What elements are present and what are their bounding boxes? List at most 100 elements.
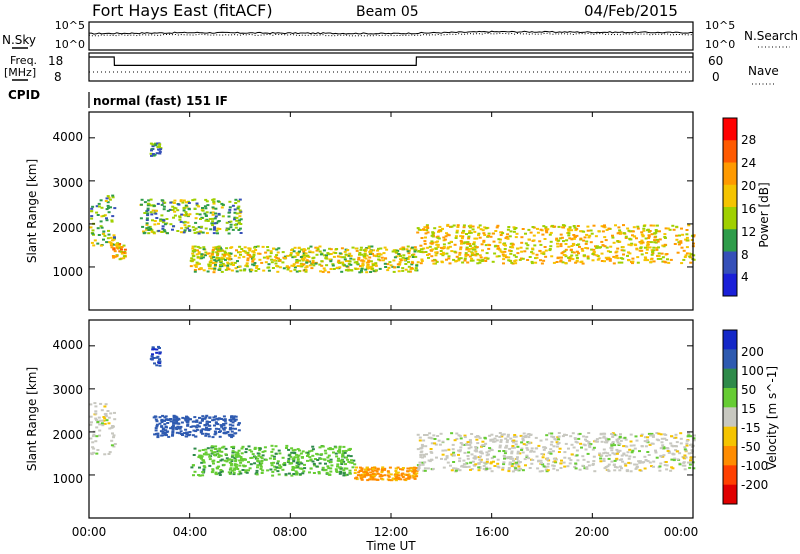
scatter-point <box>665 253 669 255</box>
scatter-point <box>308 471 311 474</box>
scatter-point <box>503 452 507 455</box>
scatter-point <box>614 224 617 227</box>
scatter-point <box>552 464 556 467</box>
scatter-point <box>636 261 640 264</box>
scatter-point <box>587 441 591 444</box>
scatter-point <box>468 245 472 247</box>
scatter-point <box>233 432 237 435</box>
scatter-point <box>308 264 312 267</box>
scatter-point <box>199 231 203 234</box>
scatter-point <box>594 439 598 442</box>
scatter-point <box>196 249 199 252</box>
scatter-point <box>191 245 195 248</box>
scatter-point <box>687 452 691 455</box>
scatter-point <box>234 418 238 421</box>
scatter-point <box>214 472 218 475</box>
scatter-point <box>248 467 252 470</box>
scatter-point <box>192 474 195 477</box>
scatter-point <box>143 201 147 204</box>
scatter-point <box>678 452 682 455</box>
scatter-point <box>500 435 504 438</box>
scatter-point <box>417 467 421 470</box>
x-tick-1600: 16:00 <box>475 525 510 539</box>
velocity-colorbar-frame <box>722 329 738 505</box>
scatter-point <box>107 229 110 232</box>
scatter-point <box>654 449 657 452</box>
scatter-point <box>343 451 347 454</box>
scatter-point <box>149 152 153 155</box>
scatter-point <box>231 451 235 454</box>
scatter-point <box>311 445 315 448</box>
scatter-point <box>524 435 528 437</box>
scatter-point <box>159 148 163 151</box>
scatter-point <box>110 426 114 429</box>
scatter-point <box>503 457 506 460</box>
scatter-point <box>351 466 355 469</box>
scatter-point <box>302 248 306 251</box>
scatter-point <box>143 212 147 214</box>
scatter-point <box>598 452 602 455</box>
scatter-point <box>611 236 615 239</box>
scatter-point <box>332 255 336 258</box>
scatter-point <box>397 474 401 477</box>
scatter-point <box>265 255 269 258</box>
scatter-point <box>618 240 622 243</box>
scatter-point <box>521 228 525 230</box>
scatter-point <box>298 449 301 452</box>
scatter-point <box>141 225 145 228</box>
scatter-point <box>231 228 235 231</box>
scatter-point <box>235 466 239 469</box>
scatter-point <box>160 231 164 233</box>
scatter-point <box>466 253 470 256</box>
scatter-point <box>238 251 242 254</box>
scatter-point <box>572 237 576 240</box>
scatter-point <box>277 449 281 452</box>
scatter-point <box>459 248 463 251</box>
scatter-point <box>244 458 247 461</box>
scatter-point <box>613 444 617 447</box>
scatter-point <box>526 244 530 247</box>
scatter-point <box>527 228 531 231</box>
scatter-point <box>309 467 313 470</box>
scatter-point <box>100 215 104 218</box>
scatter-point <box>458 253 462 256</box>
scatter-point <box>349 257 353 260</box>
scatter-point <box>283 462 287 464</box>
scatter-point <box>348 447 352 450</box>
scatter-point <box>544 447 548 449</box>
scatter-point <box>677 241 681 244</box>
scatter-point <box>355 466 358 469</box>
scatter-point <box>324 257 328 260</box>
scatter-point <box>304 266 308 269</box>
scatter-point <box>487 232 491 235</box>
scatter-point <box>434 443 438 446</box>
scatter-point <box>348 252 352 255</box>
scatter-point <box>605 246 609 249</box>
scatter-point <box>602 452 606 455</box>
scatter-point <box>264 458 268 461</box>
scatter-point <box>327 253 331 256</box>
scatter-point <box>502 461 506 464</box>
scatter-point <box>193 425 197 428</box>
scatter-point <box>575 227 579 230</box>
scatter-point <box>163 230 167 233</box>
scatter-point <box>419 262 423 265</box>
scatter-point <box>626 469 629 472</box>
scatter-point <box>320 264 324 267</box>
scatter-point <box>408 469 412 472</box>
scatter-point <box>318 446 322 449</box>
scatter-point <box>465 233 468 235</box>
scatter-point <box>431 232 435 235</box>
scatter-point <box>554 458 558 461</box>
scatter-point <box>238 219 241 222</box>
scatter-point <box>221 215 225 218</box>
scatter-point <box>456 468 460 471</box>
scatter-point <box>481 440 485 443</box>
scatter-point <box>686 435 690 438</box>
velocity-ylabel: Slant Range [km] <box>25 367 39 471</box>
scatter-point <box>105 219 109 222</box>
scatter-point <box>628 448 632 451</box>
scatter-point <box>663 236 667 238</box>
scatter-point <box>537 444 541 447</box>
colorbar-bin <box>723 426 737 447</box>
